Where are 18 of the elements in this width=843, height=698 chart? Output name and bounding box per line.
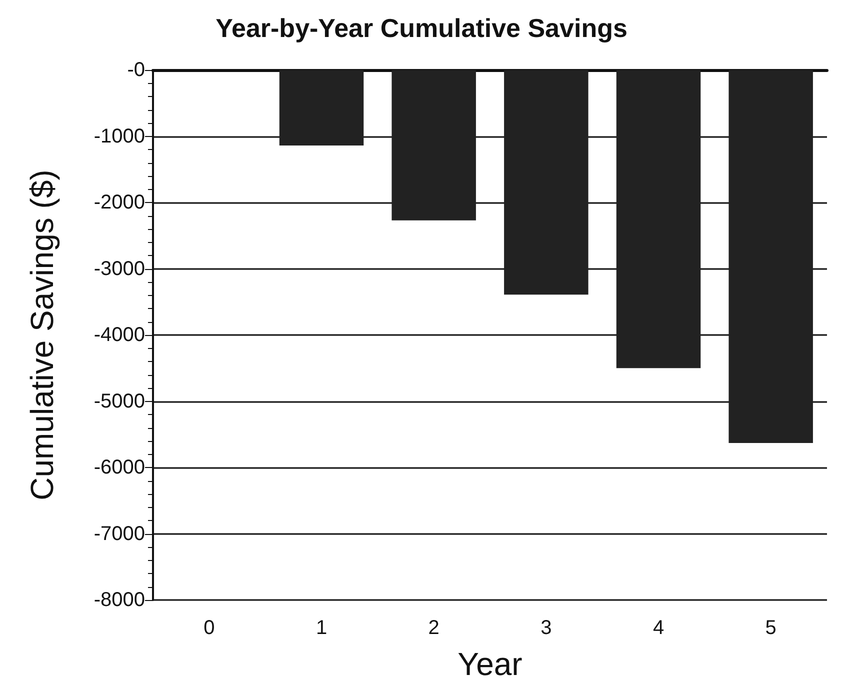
x-axis-title: Year <box>458 646 523 682</box>
y-tick-label: -3000 <box>94 258 145 280</box>
x-tick-label: 3 <box>540 617 552 639</box>
y-tick-label: -4000 <box>94 324 145 346</box>
x-tick-label: 4 <box>652 617 664 639</box>
y-tick-label: -2000 <box>94 192 145 214</box>
y-tick-label: -5000 <box>94 390 145 412</box>
y-tick-label: -8000 <box>94 589 145 611</box>
x-tick-label: 5 <box>765 617 776 639</box>
y-tick-label: -7000 <box>94 522 145 545</box>
y-tick-label: -6000 <box>94 456 145 478</box>
x-tick-label: 1 <box>316 617 328 639</box>
y-axis-title: Cumulative Savings ($) <box>24 170 60 500</box>
y-tick-label: -1000 <box>94 125 145 148</box>
y-tick-label: -0 <box>127 59 145 81</box>
chart-title: Year-by-Year Cumulative Savings <box>216 13 628 43</box>
x-tick-label: 0 <box>204 617 215 639</box>
x-tick-label: 2 <box>428 617 440 639</box>
